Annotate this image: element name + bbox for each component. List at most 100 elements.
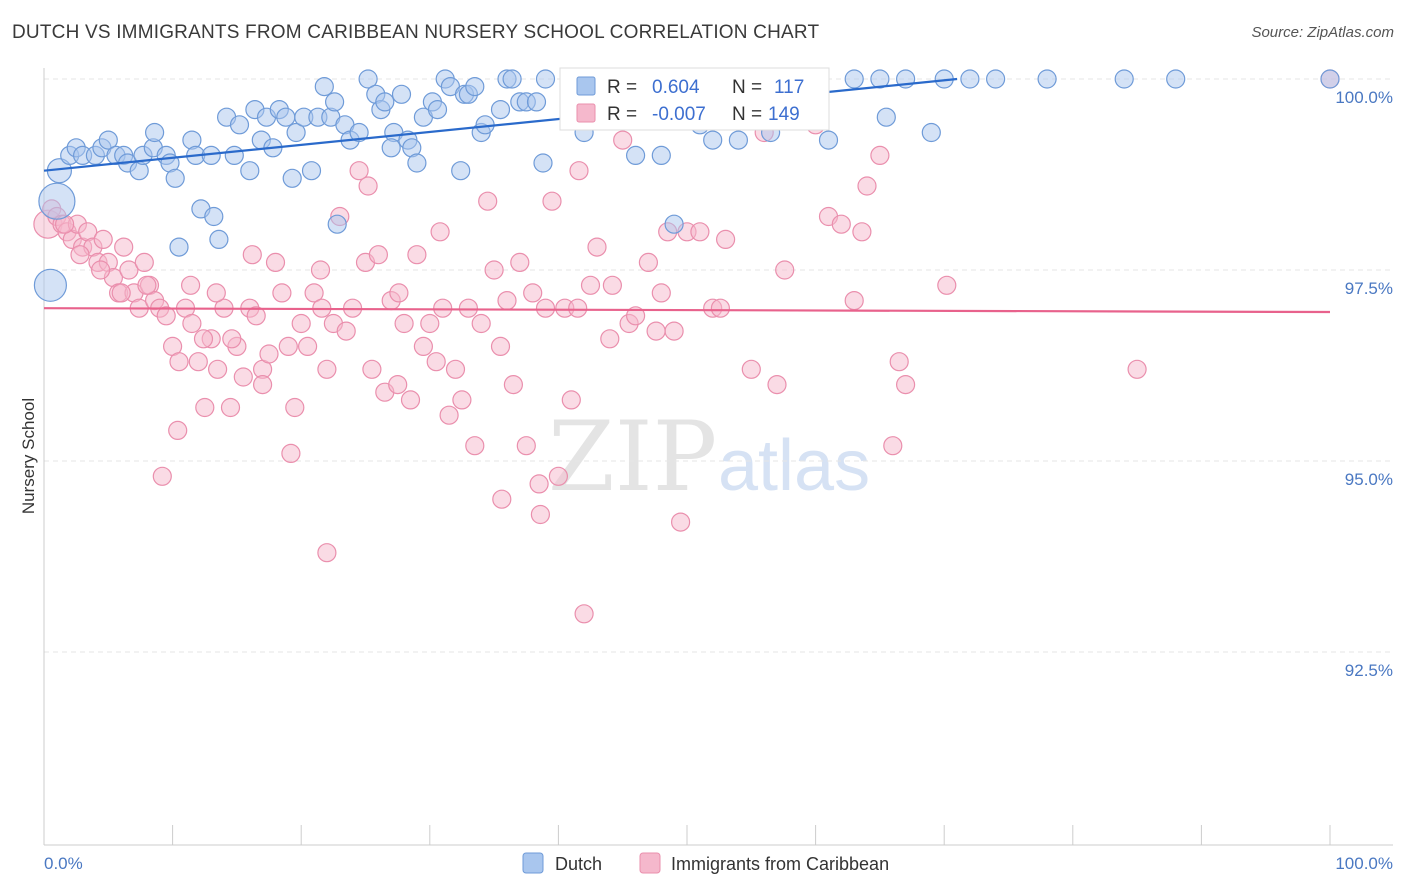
caribbean-point	[478, 191, 498, 211]
dutch-point	[145, 122, 165, 143]
caribbean-point	[542, 191, 562, 211]
dutch-point	[960, 69, 980, 89]
caribbean-point	[548, 466, 569, 486]
bottom-legend-swatch-caribbean	[639, 852, 661, 874]
caribbean-point	[484, 260, 504, 280]
dutch-point	[502, 69, 522, 89]
caribbean-point	[206, 283, 226, 303]
y-axis-label: Nursery School	[19, 398, 38, 514]
dutch-point	[427, 99, 448, 120]
caribbean-point	[664, 321, 684, 341]
caribbean-point	[389, 283, 409, 303]
caribbean-point	[358, 176, 378, 196]
legend-n-label-caribbean: N =	[732, 104, 762, 125]
caribbean-trendline	[43, 307, 1331, 314]
caribbean-point	[613, 130, 633, 150]
caribbean-point	[413, 336, 433, 356]
caribbean-point	[181, 275, 201, 295]
caribbean-point	[492, 489, 512, 509]
dutch-point	[870, 69, 890, 89]
dutch-point	[728, 130, 749, 150]
caribbean-point	[152, 466, 172, 486]
dutch-point	[381, 138, 401, 158]
caribbean-point	[90, 260, 111, 280]
dutch-point	[325, 92, 345, 112]
dutch-point	[526, 92, 547, 112]
caribbean-point	[741, 359, 761, 379]
caribbean-point	[937, 275, 957, 295]
bottom-legend-label-dutch: Dutch	[555, 854, 602, 874]
caribbean-point	[690, 222, 710, 242]
dutch-point	[276, 107, 296, 127]
watermark-atlas: atlas	[718, 426, 870, 506]
caribbean-point	[222, 329, 242, 349]
legend-swatch-dutch	[576, 76, 596, 96]
caribbean-point	[193, 329, 214, 349]
y-tick-label: 95.0%	[1345, 470, 1393, 489]
dutch-point	[535, 69, 556, 89]
caribbean-point	[445, 359, 466, 379]
caribbean-point	[430, 222, 450, 242]
caribbean-point	[119, 260, 139, 280]
dutch-point	[224, 145, 244, 165]
caribbean-point	[670, 512, 691, 532]
dutch-point	[301, 161, 322, 181]
dutch-point	[490, 99, 511, 120]
watermark-zip: ZIP	[548, 401, 717, 513]
caribbean-point	[188, 352, 208, 372]
caribbean-point	[134, 252, 154, 272]
caribbean-point	[281, 443, 301, 463]
caribbean-point	[208, 359, 228, 379]
y-tick-label: 92.5%	[1345, 661, 1393, 680]
dutch-point	[876, 107, 896, 127]
caribbean-point	[529, 474, 549, 494]
caribbean-point	[516, 436, 536, 456]
dutch-point	[818, 130, 839, 150]
caribbean-point	[651, 283, 671, 303]
caribbean-point	[523, 283, 543, 303]
legend-n-label-dutch: N =	[732, 77, 762, 98]
dutch-point	[240, 161, 260, 181]
caribbean-point	[220, 397, 241, 418]
dutch-point	[465, 76, 485, 97]
caribbean-point	[574, 604, 594, 624]
caribbean-point	[233, 367, 253, 387]
caribbean-point	[253, 375, 273, 395]
series-legend: Dutch Immigrants from Caribbean	[522, 852, 889, 874]
dutch-point	[314, 76, 334, 97]
caribbean-point	[587, 237, 607, 257]
caribbean-point	[195, 397, 215, 418]
caribbean-point	[569, 161, 589, 181]
caribbean-point	[530, 504, 551, 525]
dutch-point	[451, 161, 471, 181]
dutch-point	[358, 69, 378, 89]
caribbean-point	[870, 145, 890, 165]
stats-legend: R = 0.604 N = 117 R = -0.007 N = 149	[559, 67, 830, 131]
caribbean-point	[137, 275, 157, 295]
dutch-point	[703, 130, 723, 150]
caribbean-point	[242, 245, 262, 265]
caribbean-point	[458, 298, 478, 318]
dutch-point	[98, 130, 118, 150]
chart-source: Source: ZipAtlas.com	[1251, 24, 1394, 41]
caribbean-point	[625, 306, 646, 326]
caribbean-point	[510, 252, 530, 272]
dutch-point	[229, 115, 250, 135]
caribbean-point	[285, 397, 305, 418]
caribbean-point	[169, 352, 189, 372]
legend-r-label-dutch: R =	[607, 77, 637, 98]
caribbean-point	[407, 245, 427, 265]
caribbean-point	[439, 405, 459, 425]
caribbean-point	[362, 359, 382, 379]
y-tick-label: 100.0%	[1335, 88, 1393, 107]
caribbean-point	[471, 313, 491, 334]
caribbean-point	[580, 275, 601, 295]
caribbean-point	[246, 306, 266, 326]
dutch-point	[1166, 69, 1186, 89]
dutch-point	[844, 69, 864, 89]
dutch-point	[327, 214, 347, 234]
dutch-point	[664, 214, 684, 234]
caribbean-point	[889, 352, 909, 372]
dutch-point	[1114, 69, 1134, 89]
